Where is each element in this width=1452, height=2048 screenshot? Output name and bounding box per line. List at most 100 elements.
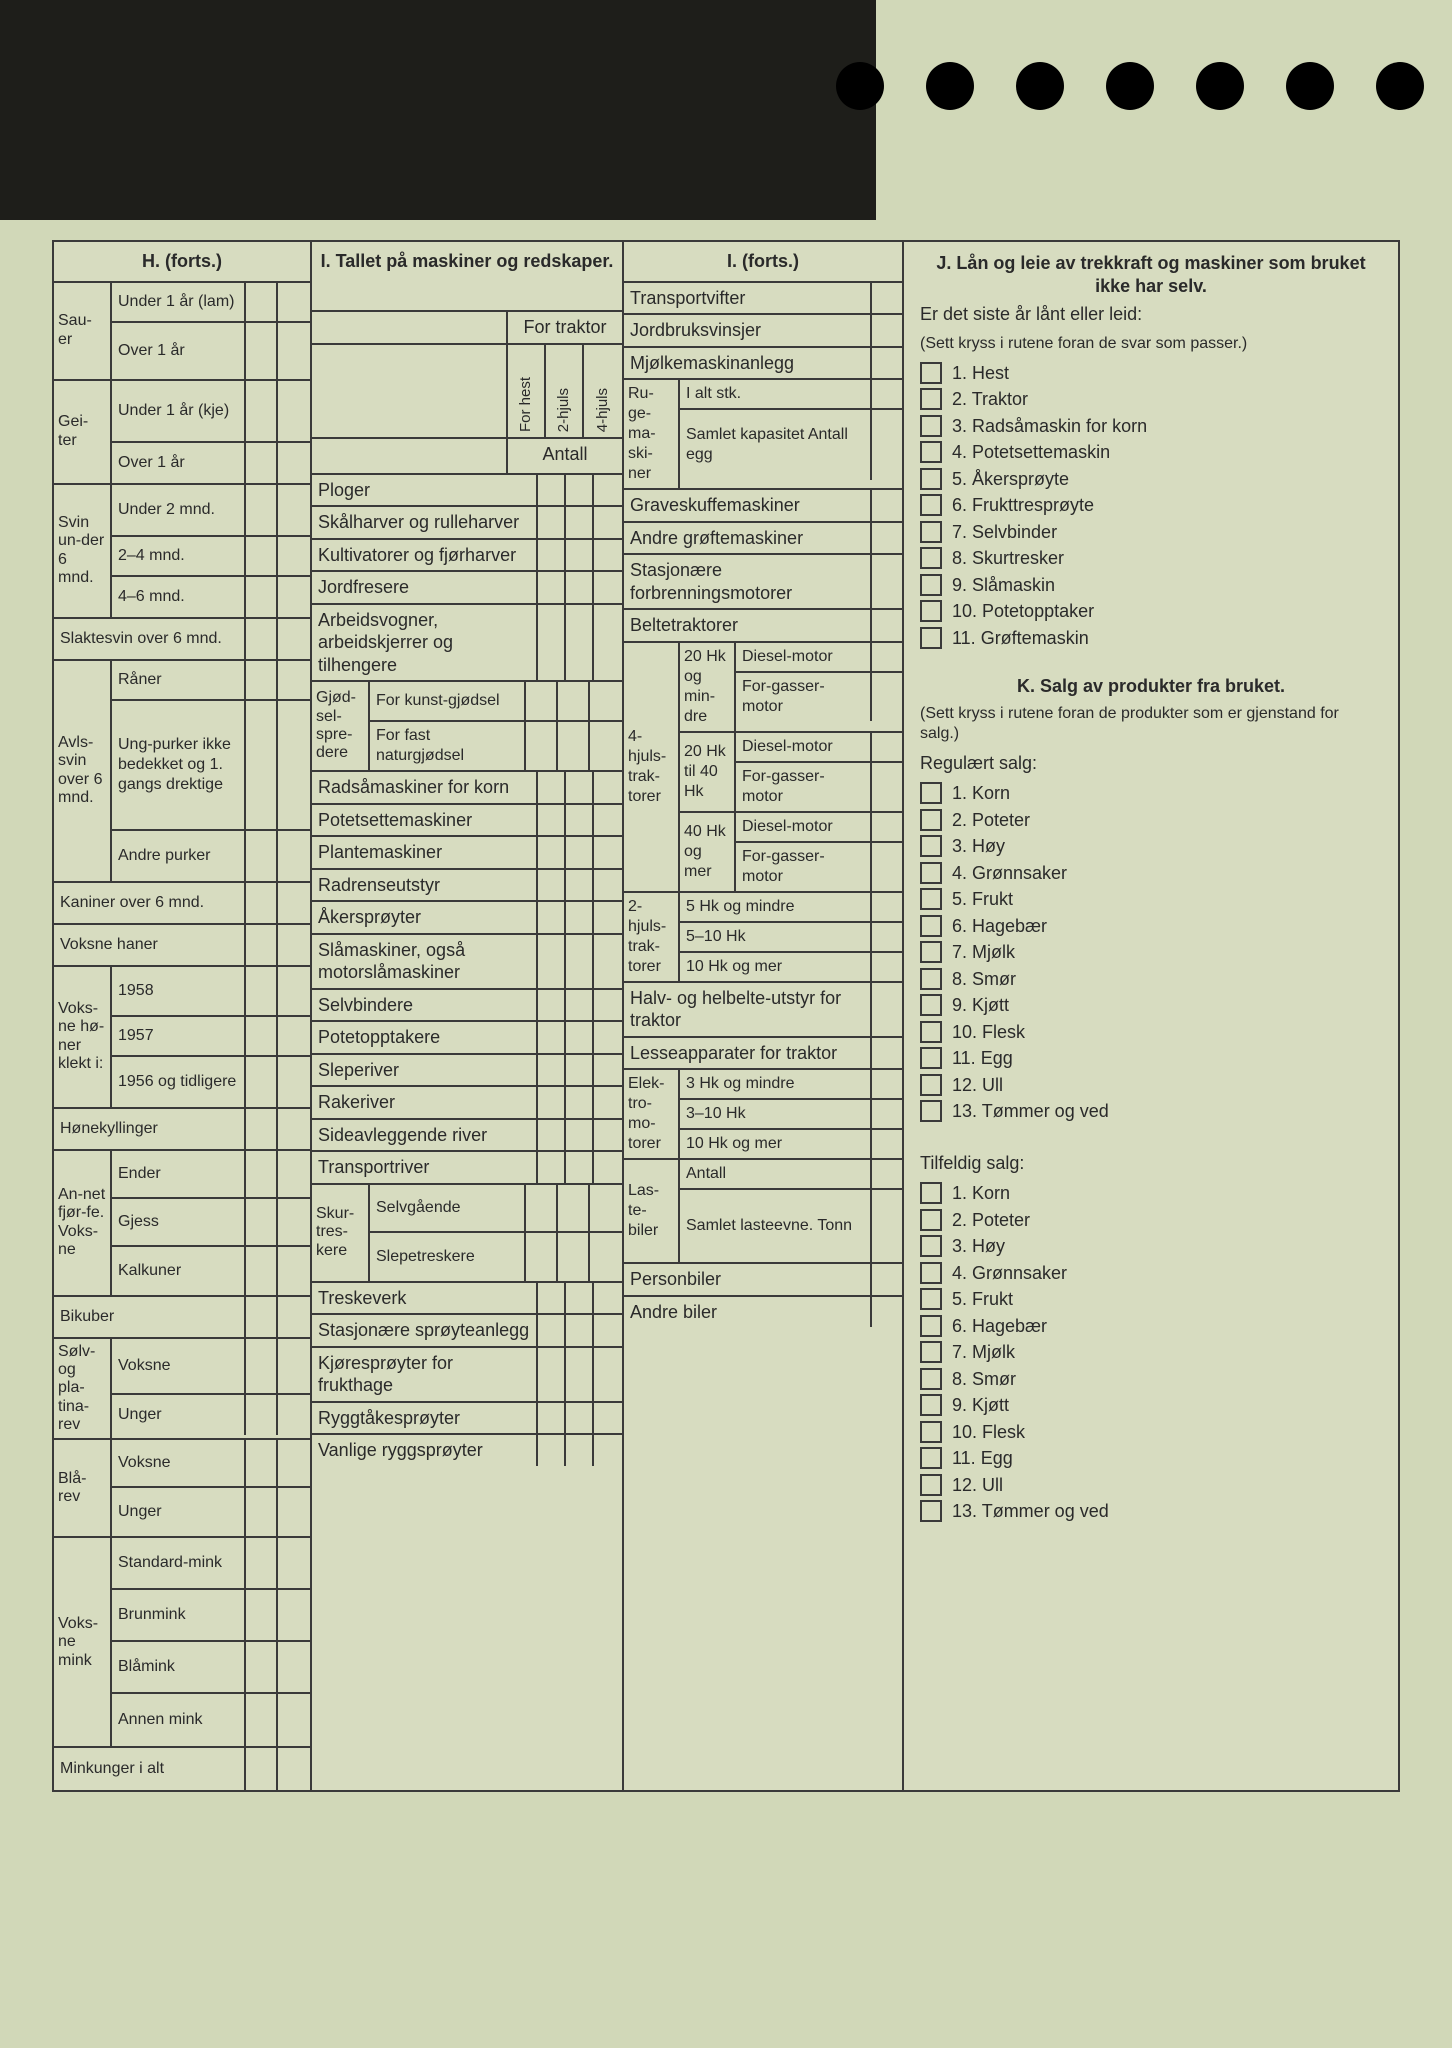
field[interactable] — [278, 1642, 310, 1692]
field[interactable] — [278, 485, 310, 535]
field[interactable] — [872, 983, 902, 1036]
field[interactable] — [246, 1440, 278, 1486]
field[interactable] — [538, 1022, 566, 1053]
field[interactable] — [278, 1151, 310, 1197]
field[interactable] — [590, 682, 622, 720]
field[interactable] — [872, 763, 902, 811]
field[interactable] — [246, 1109, 278, 1149]
field[interactable] — [566, 837, 594, 868]
field[interactable] — [872, 1038, 902, 1069]
field[interactable] — [566, 475, 594, 506]
field[interactable] — [594, 805, 622, 836]
field[interactable] — [246, 1247, 278, 1295]
field[interactable] — [538, 870, 566, 901]
field[interactable] — [278, 1395, 310, 1435]
checkbox[interactable] — [920, 1394, 942, 1416]
field[interactable] — [566, 1087, 594, 1118]
field[interactable] — [590, 722, 622, 770]
checkbox[interactable] — [920, 835, 942, 857]
field[interactable] — [872, 673, 902, 721]
checkbox[interactable] — [920, 1474, 942, 1496]
field[interactable] — [246, 967, 278, 1015]
field[interactable] — [246, 1151, 278, 1197]
checkbox[interactable] — [920, 1235, 942, 1257]
field[interactable] — [872, 348, 902, 379]
field[interactable] — [246, 323, 278, 379]
field[interactable] — [872, 953, 902, 981]
field[interactable] — [594, 1348, 622, 1401]
field[interactable] — [872, 315, 902, 346]
checkbox[interactable] — [920, 1447, 942, 1469]
field[interactable] — [246, 661, 278, 699]
field[interactable] — [872, 1297, 902, 1328]
field[interactable] — [872, 1190, 902, 1262]
field[interactable] — [594, 990, 622, 1021]
field[interactable] — [594, 1152, 622, 1183]
checkbox[interactable] — [920, 600, 942, 622]
field[interactable] — [246, 1395, 278, 1435]
field[interactable] — [538, 1315, 566, 1346]
field[interactable] — [278, 1440, 310, 1486]
field[interactable] — [278, 323, 310, 379]
checkbox[interactable] — [920, 1021, 942, 1043]
field[interactable] — [246, 381, 278, 441]
checkbox[interactable] — [920, 1341, 942, 1363]
field[interactable] — [246, 443, 278, 483]
checkbox[interactable] — [920, 994, 942, 1016]
field[interactable] — [872, 733, 902, 761]
checkbox[interactable] — [920, 521, 942, 543]
field[interactable] — [246, 883, 278, 923]
checkbox[interactable] — [920, 862, 942, 884]
checkbox[interactable] — [920, 809, 942, 831]
field[interactable] — [246, 1748, 278, 1790]
field[interactable] — [566, 1022, 594, 1053]
field[interactable] — [246, 701, 278, 829]
field[interactable] — [594, 870, 622, 901]
checkbox[interactable] — [920, 1262, 942, 1284]
field[interactable] — [538, 475, 566, 506]
field[interactable] — [246, 925, 278, 965]
field[interactable] — [278, 619, 310, 659]
field[interactable] — [278, 381, 310, 441]
checkbox[interactable] — [920, 494, 942, 516]
field[interactable] — [246, 1057, 278, 1107]
field[interactable] — [872, 1100, 902, 1128]
checkbox[interactable] — [920, 1209, 942, 1231]
field[interactable] — [538, 540, 566, 571]
checkbox[interactable] — [920, 468, 942, 490]
field[interactable] — [558, 1233, 590, 1281]
field[interactable] — [566, 1348, 594, 1401]
field[interactable] — [246, 1694, 278, 1746]
checkbox[interactable] — [920, 1100, 942, 1122]
field[interactable] — [566, 1055, 594, 1086]
field[interactable] — [538, 507, 566, 538]
field[interactable] — [538, 935, 566, 988]
field[interactable] — [246, 1297, 278, 1337]
field[interactable] — [594, 1403, 622, 1434]
field[interactable] — [872, 1070, 902, 1098]
field[interactable] — [594, 772, 622, 803]
checkbox[interactable] — [920, 941, 942, 963]
field[interactable] — [566, 935, 594, 988]
field[interactable] — [566, 870, 594, 901]
checkbox[interactable] — [920, 574, 942, 596]
field[interactable] — [566, 605, 594, 681]
field[interactable] — [278, 883, 310, 923]
field[interactable] — [566, 1315, 594, 1346]
field[interactable] — [278, 1590, 310, 1640]
field[interactable] — [278, 1297, 310, 1337]
checkbox[interactable] — [920, 1182, 942, 1204]
checkbox[interactable] — [920, 627, 942, 649]
field[interactable] — [278, 537, 310, 575]
checkbox[interactable] — [920, 1500, 942, 1522]
field[interactable] — [278, 661, 310, 699]
checkbox[interactable] — [920, 547, 942, 569]
field[interactable] — [538, 837, 566, 868]
field[interactable] — [594, 837, 622, 868]
field[interactable] — [872, 813, 902, 841]
field[interactable] — [594, 1087, 622, 1118]
field[interactable] — [538, 772, 566, 803]
field[interactable] — [594, 507, 622, 538]
field[interactable] — [566, 1283, 594, 1314]
field[interactable] — [590, 1185, 622, 1231]
